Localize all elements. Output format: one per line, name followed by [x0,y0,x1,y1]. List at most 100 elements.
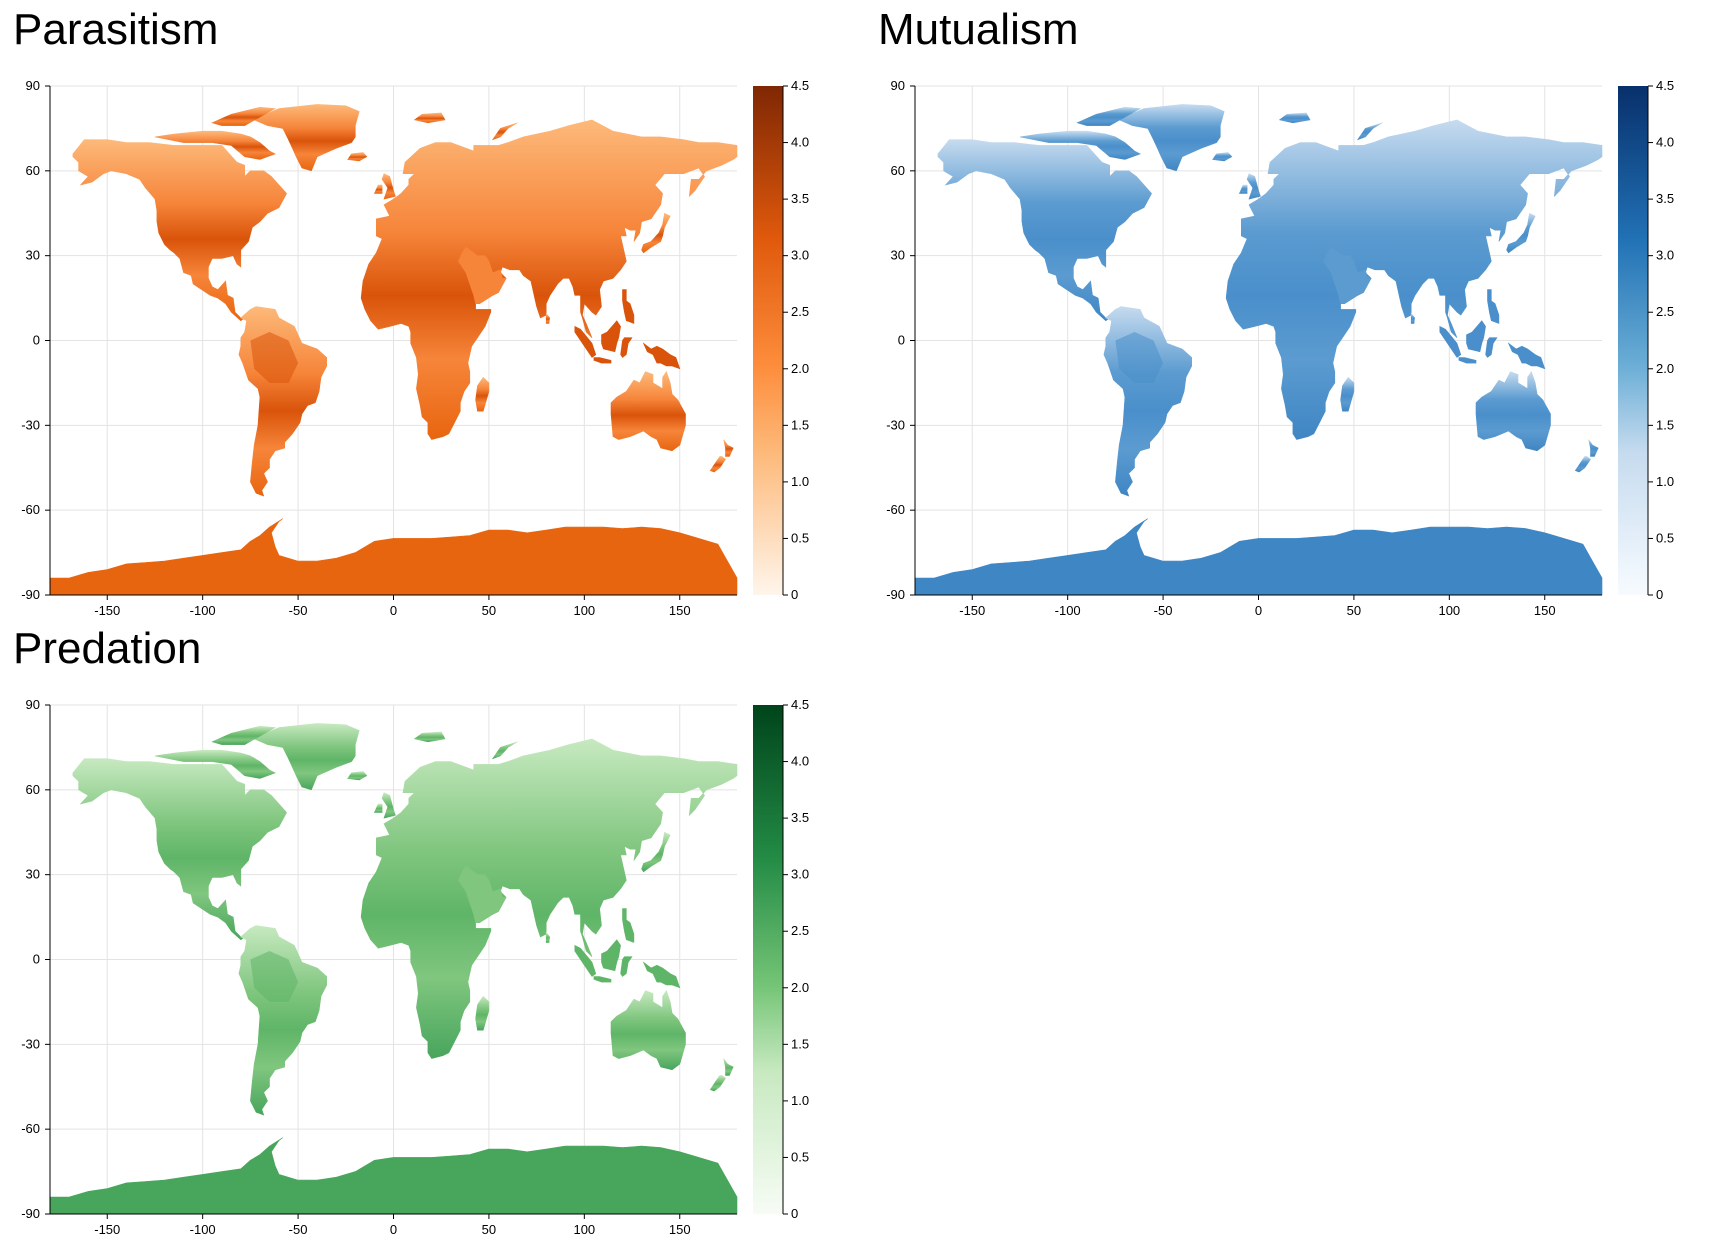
land-layer [49,723,738,1215]
x-tick-label: -150 [959,603,985,618]
land-japan [641,831,671,873]
land-ellesmere [1076,106,1142,126]
land-arabia-gap [458,865,507,923]
x-tick-label: 100 [1438,603,1460,618]
land-java [593,357,612,364]
y-tick-label: -60 [21,1121,40,1136]
land-new-zealand-south [1574,456,1591,473]
y-tick-label: 0 [898,333,905,348]
land-borneo [601,320,621,353]
land-antarctica [49,1137,738,1215]
land-iceland [347,152,368,162]
x-tick-label: 0 [390,1222,397,1237]
y-tick-label: 90 [26,697,40,712]
land-british-isles [1246,173,1261,200]
land-ellesmere [211,106,277,126]
colorbar-tick-label: 2.5 [791,923,809,938]
x-tick-label: -50 [289,1222,308,1237]
panel-title: Parasitism [13,5,219,54]
land-antarctica [49,518,738,596]
land-novaya-zemlya [491,741,518,760]
colorbar-tick-label: 4.0 [1656,135,1674,150]
y-tick-label: 30 [891,248,905,263]
land-greenland [1118,104,1225,172]
land-novaya-zemlya [491,122,518,141]
land-ireland [373,184,383,194]
land-arctic-islands [154,749,276,779]
land-new-zealand-north [723,1058,734,1076]
x-tick-label: 100 [573,603,595,618]
y-tick-label: 30 [26,248,40,263]
y-tick-label: 90 [26,78,40,93]
map-figure: -150 -100 -50 0 50 100 150 90 60 30 0 -30 -60 -90 4.5 4… [21,697,809,1237]
land-sulawesi [620,337,633,358]
panel-mutualism: Mutualism -150 -100 -50 0 50 100 150 90 60 30 0 -30… [865,0,1730,619]
colorbar-tick-label: 1.5 [1656,417,1674,432]
colorbar-tick-label: 3.5 [791,191,809,206]
x-tick-label: -150 [94,1222,120,1237]
land-new-guinea [1507,342,1546,370]
land-madagascar [475,995,490,1031]
colorbar-tick-label: 2.5 [1656,304,1674,319]
land-philippines [622,289,635,324]
colorbar-tick-label: 2.0 [1656,361,1674,376]
x-tick-label: -50 [289,603,308,618]
land-madagascar [475,376,490,412]
x-tick-label: 150 [669,603,691,618]
land-novaya-zemlya [1356,122,1383,141]
land-greenland [253,723,360,791]
x-tick-label: 150 [1534,603,1556,618]
land-north-america [937,139,1152,322]
land-svalbard [1278,112,1311,124]
land-arctic-islands [154,130,276,160]
land-java [593,976,612,983]
colorbar-tick-label: 0 [791,587,798,602]
map-figure: -150 -100 -50 0 50 100 150 90 60 30 0 -30 -60 -90 4.5 4… [886,78,1674,618]
amazon-hotspot [1115,332,1164,383]
land-iceland [347,771,368,781]
land-sri-lanka [545,312,550,324]
x-tick-label: 150 [669,1222,691,1237]
y-tick-label: 0 [33,952,40,967]
x-tick-label: -150 [94,603,120,618]
y-tick-label: 60 [26,782,40,797]
y-tick-label: -90 [21,587,40,602]
land-sumatra [1439,325,1462,358]
land-madagascar [1340,376,1355,412]
panel-title: Mutualism [878,5,1079,54]
y-tick-label: 60 [26,163,40,178]
y-tick-label: 0 [33,333,40,348]
x-tick-label: 50 [482,603,496,618]
amazon-hotspot [250,951,299,1002]
colorbar-tick-label: 2.5 [791,304,809,319]
amazon-hotspot [250,332,299,383]
colorbar [753,86,783,595]
colorbar-tick-label: 0 [791,1206,798,1221]
colorbar-tick-label: 2.0 [791,361,809,376]
land-arctic-islands [1019,130,1141,160]
land-new-zealand-south [709,456,726,473]
land-british-isles [381,792,396,819]
land-south-america [1103,306,1192,497]
colorbar-tick-label: 3.0 [791,867,809,882]
land-ireland [1238,184,1248,194]
land-arabia-gap [458,246,507,304]
colorbar-tick-label: 0.5 [791,1149,809,1164]
colorbar [1618,86,1648,595]
land-new-guinea [642,961,681,989]
y-tick-label: -90 [886,587,905,602]
x-tick-label: 50 [1347,603,1361,618]
colorbar-tick-label: 4.5 [1656,78,1674,93]
land-british-isles [381,173,396,200]
land-south-america [238,925,327,1116]
land-australia [610,989,686,1071]
land-new-zealand-south [709,1075,726,1092]
colorbar-tick-label: 3.0 [1656,248,1674,263]
land-japan [1506,212,1536,254]
panel-predation: Predation -150 -100 -50 0 50 100 150 90 60 30 0 -30… [0,619,865,1238]
colorbar-tick-label: 1.0 [1656,474,1674,489]
colorbar-tick-label: 1.0 [791,474,809,489]
land-iceland [1212,152,1233,162]
colorbar-tick-label: 3.0 [791,248,809,263]
colorbar-tick-label: 1.5 [791,1036,809,1051]
